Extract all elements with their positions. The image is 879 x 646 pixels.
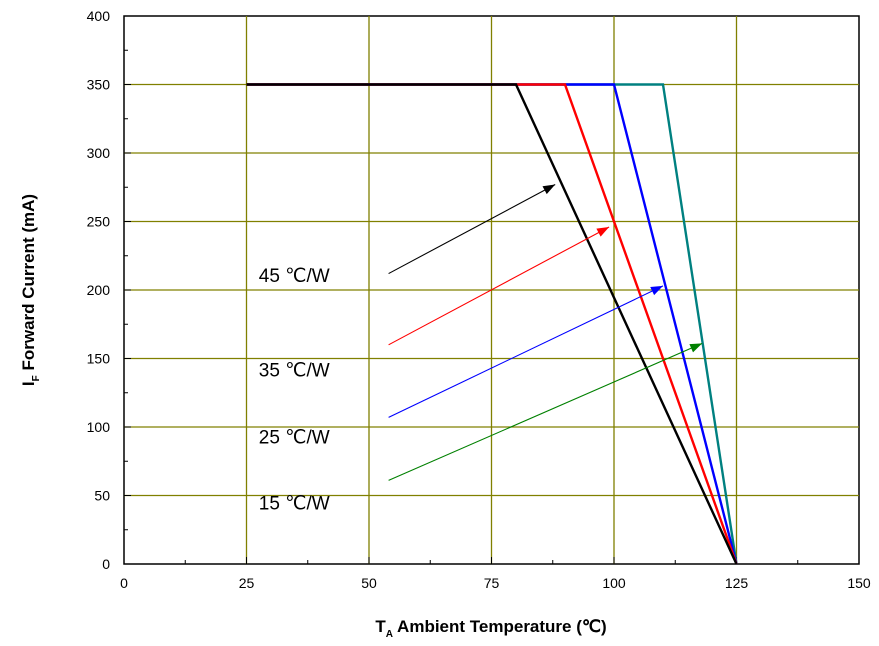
y-tick-label: 400 bbox=[87, 8, 111, 24]
x-tick-label: 100 bbox=[602, 575, 626, 591]
arrowhead bbox=[542, 184, 556, 195]
annotation-arrow bbox=[388, 184, 556, 275]
y-tick-labels: 0 50 100 150 200 250 300 350 400 bbox=[87, 8, 111, 572]
x-tick-label: 75 bbox=[484, 575, 500, 591]
annotation-arrow bbox=[388, 285, 664, 418]
arrowhead bbox=[596, 226, 610, 237]
x-axis-title: TA Ambient Temperature (℃) bbox=[375, 617, 606, 640]
y-axis-title: IF Forward Current (mA) bbox=[19, 194, 42, 386]
y-tick-label: 300 bbox=[87, 145, 111, 161]
y-tick-label: 200 bbox=[87, 282, 111, 298]
y-tick-label: 250 bbox=[87, 214, 111, 230]
x-tick-label: 25 bbox=[239, 575, 255, 591]
annotation-arrow bbox=[388, 226, 610, 346]
annotation-label: 45 ℃/W bbox=[259, 266, 330, 287]
y-tick-label: 350 bbox=[87, 77, 111, 93]
x-tick-label: 50 bbox=[361, 575, 377, 591]
annotations: 45 ℃/W 35 ℃/W 25 ℃/W 15 ℃/W bbox=[259, 184, 703, 514]
arrowhead bbox=[650, 285, 663, 296]
annotation-label: 35 ℃/W bbox=[259, 360, 330, 381]
annotation-arrow bbox=[388, 342, 703, 481]
x-tick-label: 125 bbox=[725, 575, 749, 591]
x-tick-label: 0 bbox=[120, 575, 128, 591]
y-tick-label: 50 bbox=[94, 488, 110, 504]
annotation-label: 15 ℃/W bbox=[259, 493, 330, 514]
series-lines bbox=[246, 83, 738, 564]
annotation-label: 25 ℃/W bbox=[259, 428, 330, 449]
minor-ticks bbox=[123, 15, 860, 565]
series-line bbox=[246, 83, 738, 564]
arrowhead bbox=[689, 343, 703, 353]
x-tick-label: 150 bbox=[847, 575, 871, 591]
x-tick-labels: 0 25 50 75 100 125 150 bbox=[120, 575, 871, 591]
y-tick-label: 150 bbox=[87, 351, 111, 367]
y-tick-label: 0 bbox=[102, 556, 110, 572]
y-tick-label: 100 bbox=[87, 419, 111, 435]
